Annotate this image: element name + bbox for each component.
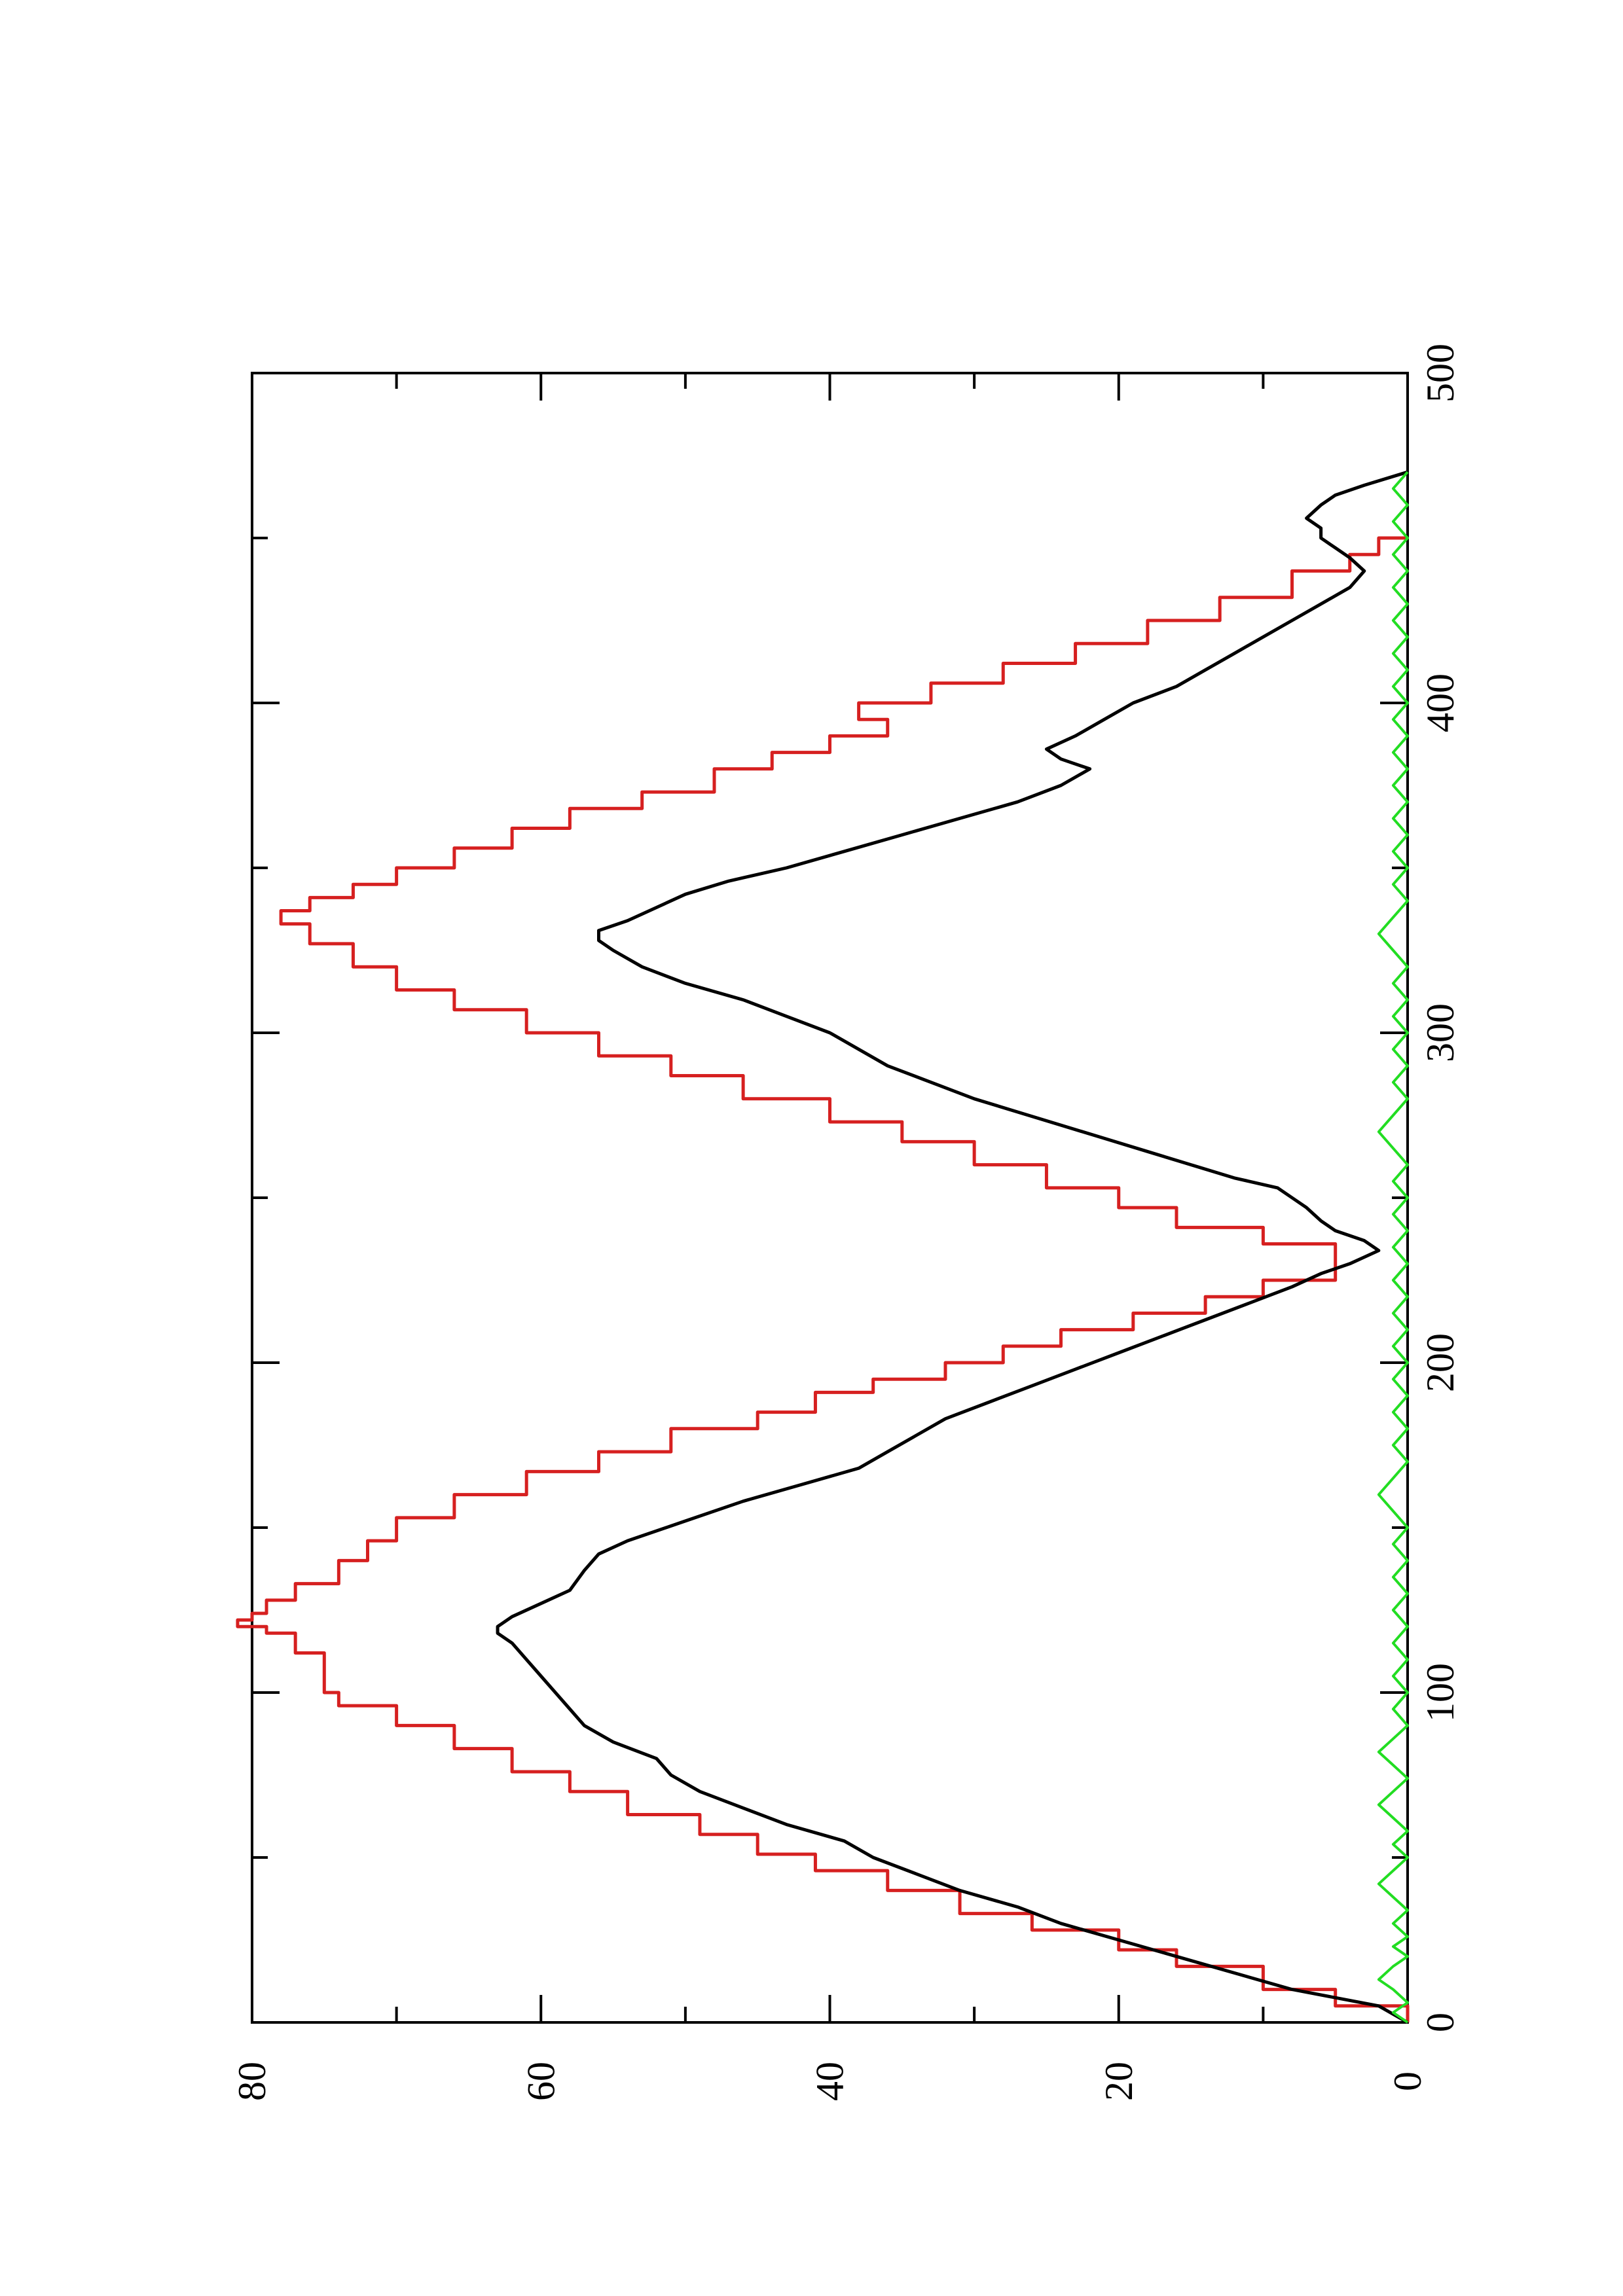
y-tick-label: 0 (1386, 2072, 1429, 2091)
y-tick-label: 60 (519, 2062, 562, 2101)
x-tick-label: 100 (1419, 1663, 1462, 1722)
x-tick-label: 0 (1419, 2013, 1462, 2032)
y-tick-label: 20 (1097, 2062, 1140, 2101)
series-line-2 (496, 470, 1409, 2024)
y-tick-label: 40 (809, 2062, 852, 2101)
x-tick-label: 400 (1419, 673, 1462, 732)
series-line-3 (1377, 471, 1409, 2024)
series-line-1 (236, 536, 1410, 2022)
y-tick-label: 80 (230, 2062, 274, 2101)
x-tick-label: 200 (1419, 1333, 1462, 1392)
plot-area: 0 100 200 300 400 500 0 20 40 60 80 (230, 344, 1462, 2101)
x-tick-label: 500 (1419, 344, 1462, 403)
plot-frame (251, 372, 1409, 2024)
x-tick-label: 300 (1419, 1003, 1462, 1062)
